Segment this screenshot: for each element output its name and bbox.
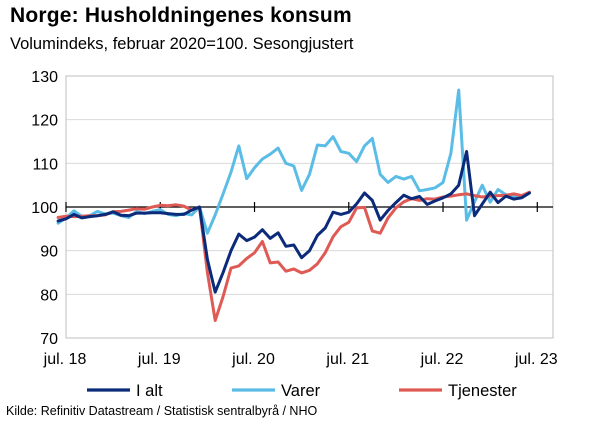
source-note: Kilde: Refinitiv Datastream / Statistisk…: [6, 404, 318, 418]
legend: I alt Varer Tjenester: [87, 382, 517, 400]
y-tick-label: 70: [40, 331, 58, 348]
y-tick-label: 80: [40, 287, 58, 304]
axes: 70 80 90 100 110 120 130 jul. 18 jul. 19 jul. 20 j…: [31, 69, 557, 368]
legend-label-i-alt: I alt: [136, 382, 163, 400]
x-tick-label: jul. 23: [514, 351, 558, 368]
y-tick-label: 130: [31, 69, 58, 86]
series-line-i-alt: [56, 150, 531, 294]
y-tick-label: 110: [32, 156, 58, 173]
y-tick-label: 120: [31, 113, 58, 130]
x-tick-label: jul. 21: [325, 351, 369, 368]
y-tick-label: 100: [31, 200, 58, 217]
series-line-tjenester: [56, 190, 531, 322]
chart-title: Norge: Husholdningenes konsum: [10, 4, 352, 27]
x-tick-label: jul. 19: [137, 351, 181, 368]
legend-label-tjenester: Tjenester: [448, 382, 517, 400]
series-line-varer: [56, 88, 531, 235]
x-tick-label: jul. 22: [420, 351, 464, 368]
series-lines: [56, 88, 531, 322]
legend-label-varer: Varer: [281, 382, 321, 400]
x-tick-label: jul. 18: [43, 351, 87, 368]
x-tick-label: jul. 20: [231, 351, 275, 368]
y-tick-label: 90: [40, 244, 58, 261]
chart-subtitle: Volumindeks, februar 2020=100. Sesongjus…: [10, 35, 354, 53]
